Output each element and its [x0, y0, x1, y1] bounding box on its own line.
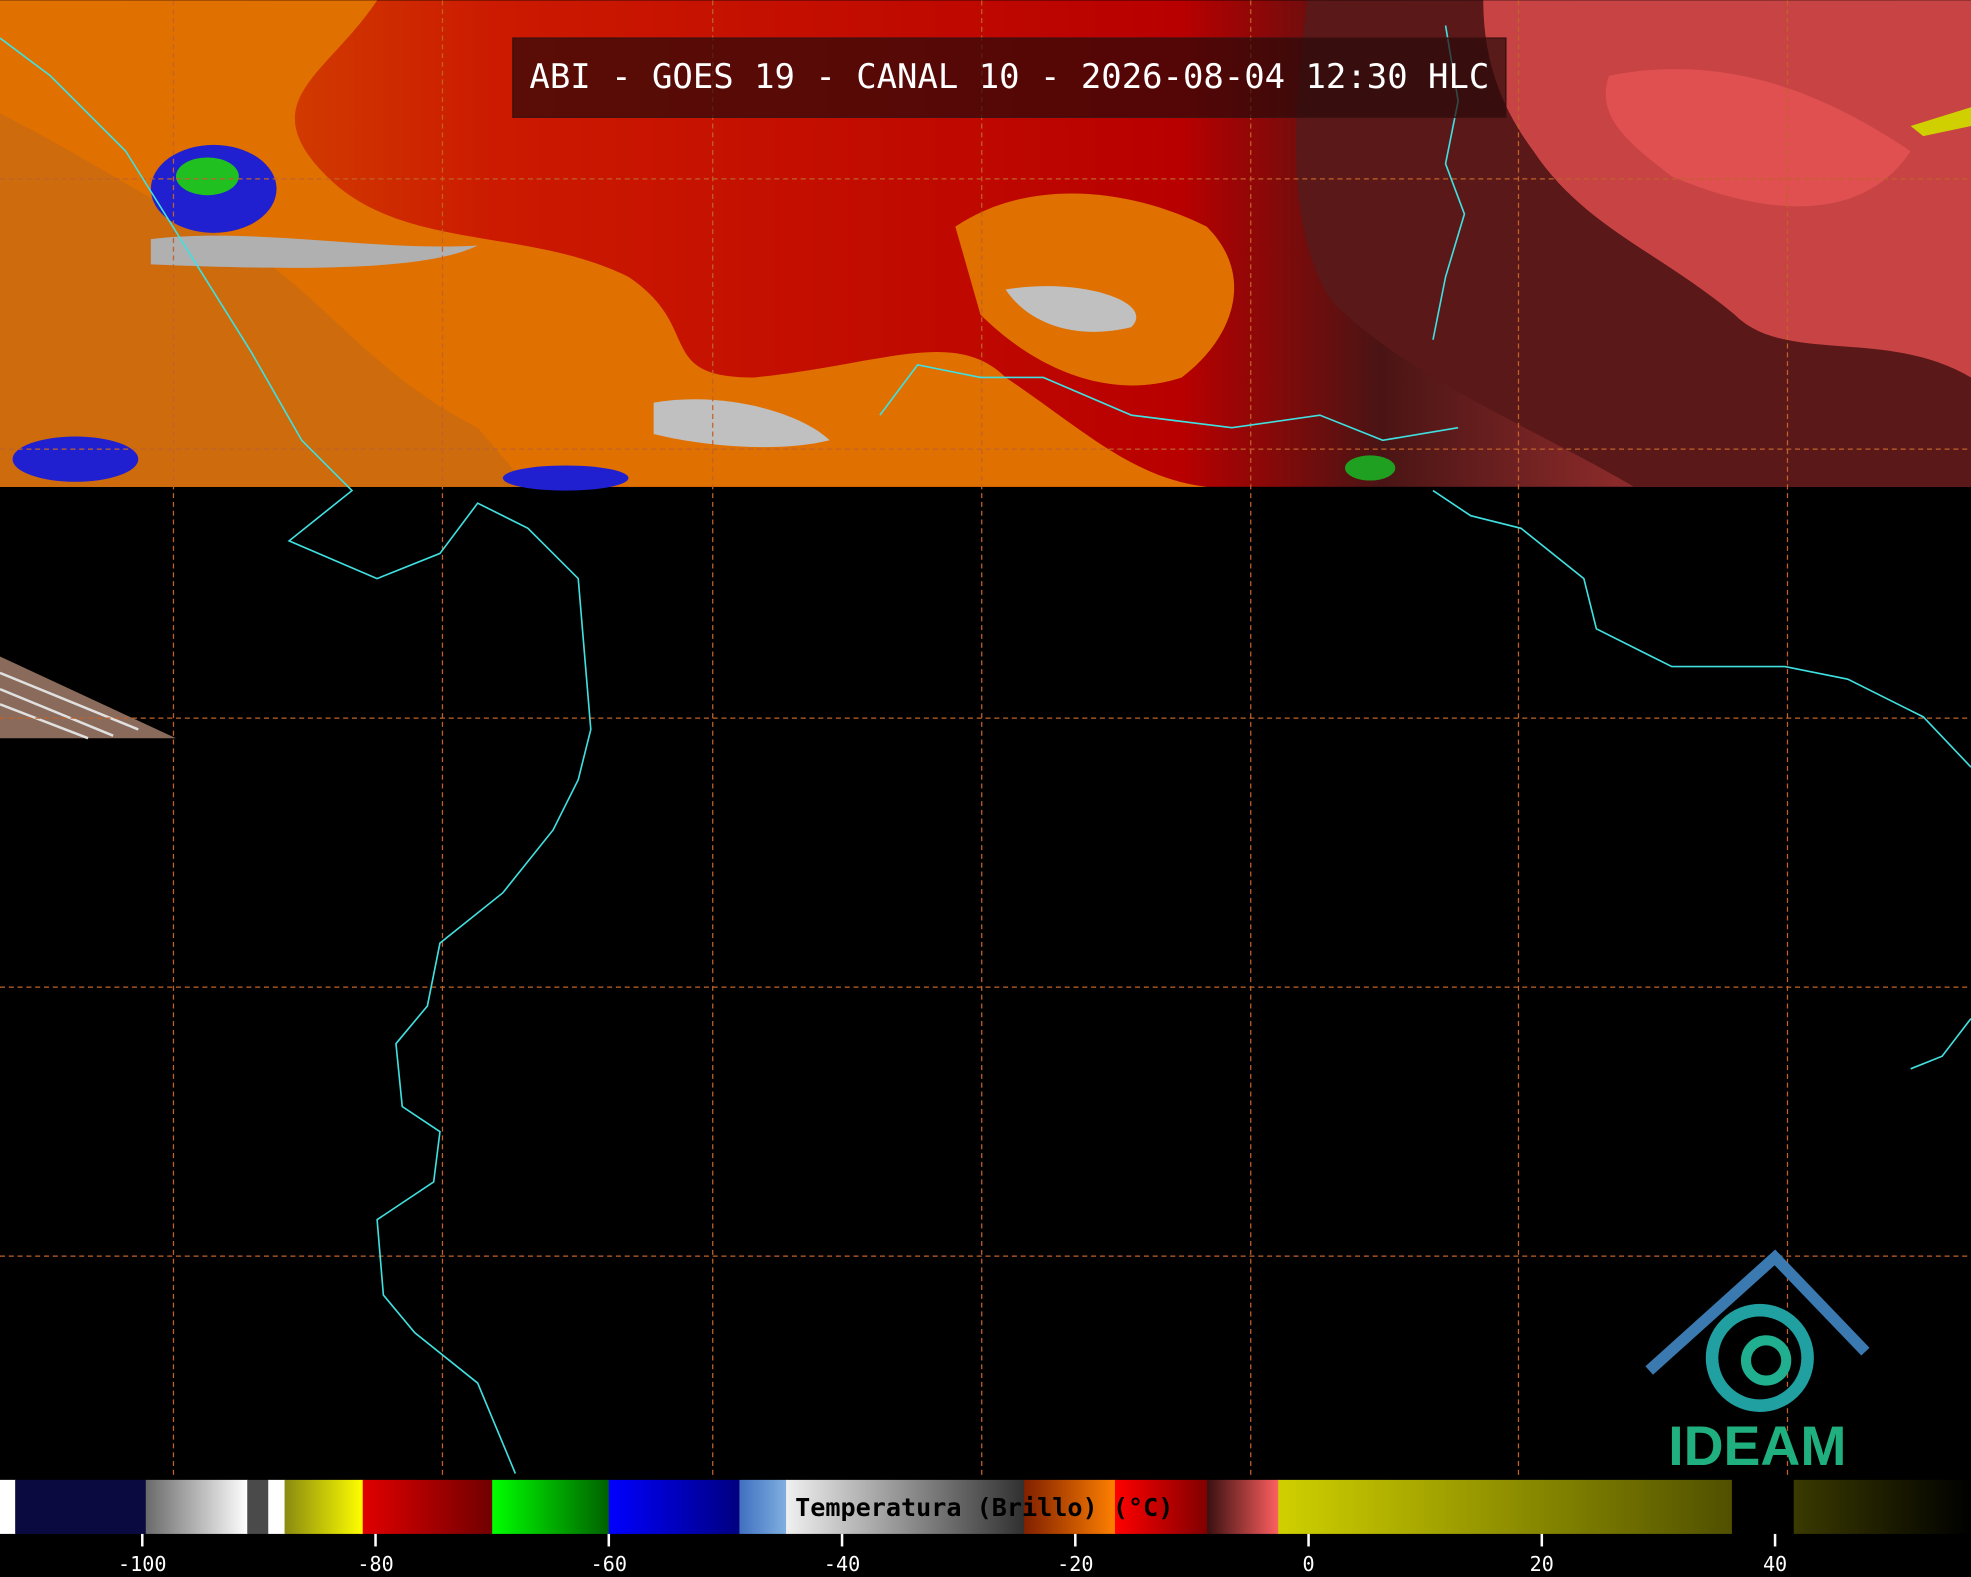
- logo: IDEAM: [1645, 1249, 1870, 1477]
- colorbar-segment: [1207, 1479, 1279, 1534]
- colorbar-tick-label: 20: [1530, 1552, 1554, 1576]
- logo-text: IDEAM: [1668, 1415, 1846, 1477]
- colorbar-tick-label: -20: [1057, 1552, 1093, 1576]
- colorbar-tick-label: -100: [118, 1552, 166, 1576]
- title-box: ABI - GOES 19 - CANAL 10 - 2026-08-04 12…: [512, 37, 1507, 118]
- lat-lon-grid: [0, 0, 1971, 1478]
- colorbar-segment: [145, 1479, 248, 1534]
- satellite-image: [0, 0, 1971, 740]
- colorbar-segment: [0, 1479, 16, 1534]
- colorbar-segment: [1278, 1479, 1733, 1534]
- colorbar-segment: [15, 1479, 147, 1534]
- coastlines: [0, 25, 1971, 1474]
- colorbar-segment: [739, 1479, 787, 1534]
- colorbar-segment: [492, 1479, 610, 1534]
- colorbar-tick-label: -80: [357, 1552, 393, 1576]
- colorbar-label: Temperatura (Brillo) (°C): [795, 1493, 1173, 1522]
- colorbar: Temperatura (Brillo) (°C) -100 -80 -60 -40 -2…: [0, 1479, 1971, 1576]
- colorbar-segment: [1023, 1479, 1116, 1534]
- colorbar-segment: [786, 1479, 1025, 1534]
- colorbar-segment: [1793, 1479, 1971, 1534]
- colorbar-segment: [247, 1479, 269, 1534]
- colorbar-segment: [1114, 1479, 1208, 1534]
- colorbar-tick-label: 0: [1303, 1552, 1315, 1576]
- colorbar-segment: [362, 1479, 493, 1534]
- colorbar-tick-label: -40: [824, 1552, 860, 1576]
- colorbar-segment: [284, 1479, 364, 1534]
- colorbar-segment: [608, 1479, 741, 1534]
- colorbar-segment: [268, 1479, 286, 1534]
- colorbar-tick-label: -60: [591, 1552, 627, 1576]
- title: ABI - GOES 19 - CANAL 10 - 2026-08-04 12…: [529, 58, 1489, 97]
- colorbar-tick-label: 40: [1763, 1552, 1787, 1576]
- colorbar-segment: [1731, 1479, 1795, 1534]
